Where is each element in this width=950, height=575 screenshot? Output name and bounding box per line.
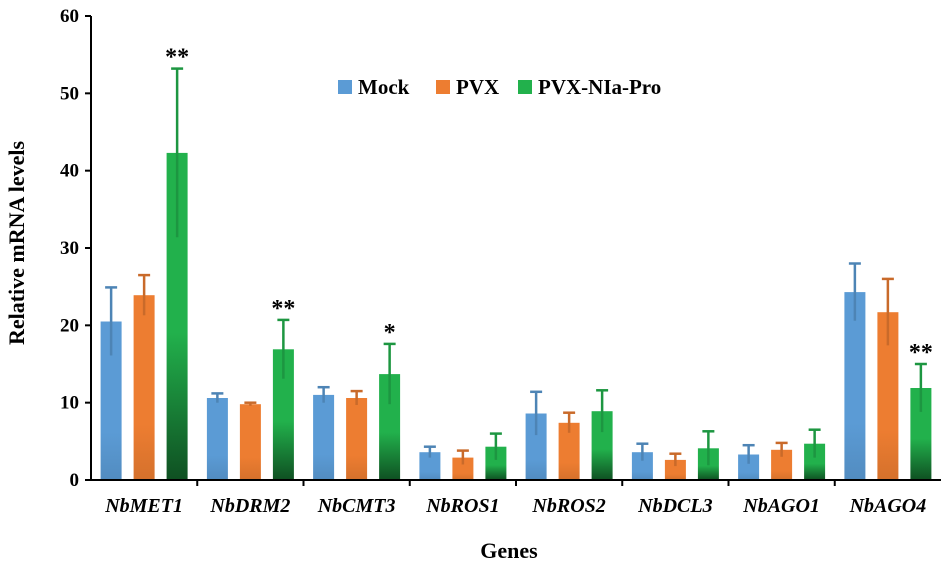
bar-nbdrm2-mock [206, 398, 228, 480]
bar-nbros2-pvx-nia-pro [591, 411, 613, 480]
bar-nbdcl3-mock [631, 452, 653, 480]
legend-label-pvx: PVX [456, 75, 499, 99]
category-label-nbros1: NbROS1 [425, 495, 499, 517]
bar-nbros1-pvx [452, 457, 474, 480]
bar-nbros1-mock [419, 452, 441, 480]
category-label-nbros2: NbROS2 [531, 495, 605, 517]
category-label-nbdrm2: NbDRM2 [209, 495, 290, 517]
bar-nbago1-pvx [771, 449, 793, 480]
bar-nbros1-pvx-nia-pro [485, 446, 507, 480]
bar-nbmet1-pvx [133, 295, 155, 480]
bar-nbcmt3-mock [313, 394, 335, 480]
category-label-nbmet1: NbMET1 [104, 495, 183, 517]
bar-nbdrm2-pvx [239, 404, 261, 480]
category-label-nbcmt3: NbCMT3 [317, 495, 396, 517]
bars-layer [100, 152, 932, 480]
bar-nbdcl3-pvx [664, 459, 686, 480]
bar-nbago4-pvx [877, 312, 899, 480]
significance-marker-nbdrm2: ** [271, 296, 295, 322]
y-tick-label-40: 40 [60, 161, 79, 182]
bar-nbcmt3-pvx-nia-pro [379, 374, 401, 480]
error-bars-layer [105, 67, 927, 467]
legend-label-mock: Mock [358, 75, 410, 99]
bar-nbago4-pvx-nia-pro [910, 388, 932, 480]
significance-marker-nbago4: ** [909, 340, 933, 366]
category-label-nbago4: NbAGO4 [849, 495, 927, 517]
legend-label-pvx-nia-pro: PVX-NIa-Pro [538, 75, 661, 99]
y-tick-label-30: 30 [60, 238, 79, 259]
y-axis-title: Relative mRNA levels [4, 141, 29, 345]
x-axis-title: Genes [480, 538, 538, 563]
y-tick-label-50: 50 [60, 83, 79, 104]
labels-layer: 0 10 20 30 40 50 60 NbMET1 NbDRM2 NbCMT3 NbROS1 NbR… [60, 6, 933, 517]
significance-marker-nbcmt3: * [384, 320, 396, 346]
bar-nbdrm2-pvx-nia-pro [272, 349, 294, 480]
legend-swatch-pvx-nia-pro [518, 80, 532, 94]
category-label-nbdcl3: NbDCL3 [637, 495, 712, 517]
bar-nbros2-mock [525, 413, 547, 480]
bar-nbago1-pvx-nia-pro [804, 443, 826, 480]
legend-swatch-pvx [436, 80, 450, 94]
category-label-nbago1: NbAGO1 [742, 495, 820, 517]
legend-swatch-mock [338, 80, 352, 94]
y-tick-label-10: 10 [60, 393, 79, 414]
y-tick-label-20: 20 [60, 315, 79, 336]
axes-layer [85, 15, 941, 486]
bar-nbros2-pvx [558, 422, 580, 480]
legend: Mock PVX PVX-NIa-Pro [338, 75, 661, 99]
bar-nbcmt3-pvx [346, 398, 368, 480]
bar-nbmet1-pvx-nia-pro [166, 152, 188, 480]
bar-nbago1-mock [738, 454, 760, 480]
significance-marker-nbmet1: ** [165, 45, 189, 71]
y-tick-label-60: 60 [60, 6, 79, 27]
bar-nbago4-mock [844, 292, 866, 480]
bar-nbmet1-mock [100, 321, 122, 480]
y-tick-label-0: 0 [70, 470, 80, 491]
